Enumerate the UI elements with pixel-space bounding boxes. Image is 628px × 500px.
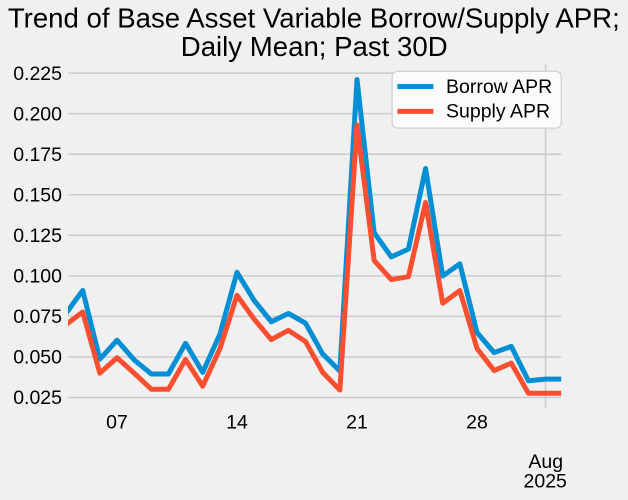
svg-text:Daily Mean; Past 30D: Daily Mean; Past 30D [181, 31, 448, 62]
svg-text:14: 14 [226, 411, 248, 433]
svg-text:28: 28 [466, 411, 488, 433]
svg-text:Supply APR: Supply APR [446, 101, 550, 123]
svg-text:0.075: 0.075 [13, 306, 62, 328]
svg-text:Trend of Base Asset Variable B: Trend of Base Asset Variable Borrow/Supp… [8, 3, 620, 34]
svg-text:0.175: 0.175 [13, 144, 62, 166]
svg-text:0.125: 0.125 [13, 225, 62, 247]
svg-text:0.150: 0.150 [13, 184, 62, 206]
svg-text:0.050: 0.050 [13, 347, 62, 369]
svg-text:0.225: 0.225 [13, 63, 62, 85]
svg-text:07: 07 [106, 411, 128, 433]
svg-text:Aug: Aug [528, 451, 563, 473]
svg-text:21: 21 [346, 411, 368, 433]
svg-text:2025: 2025 [524, 470, 568, 492]
svg-text:0.100: 0.100 [13, 266, 62, 288]
svg-text:Borrow APR: Borrow APR [446, 76, 552, 98]
svg-text:0.200: 0.200 [13, 103, 62, 125]
svg-text:0.025: 0.025 [13, 387, 62, 409]
